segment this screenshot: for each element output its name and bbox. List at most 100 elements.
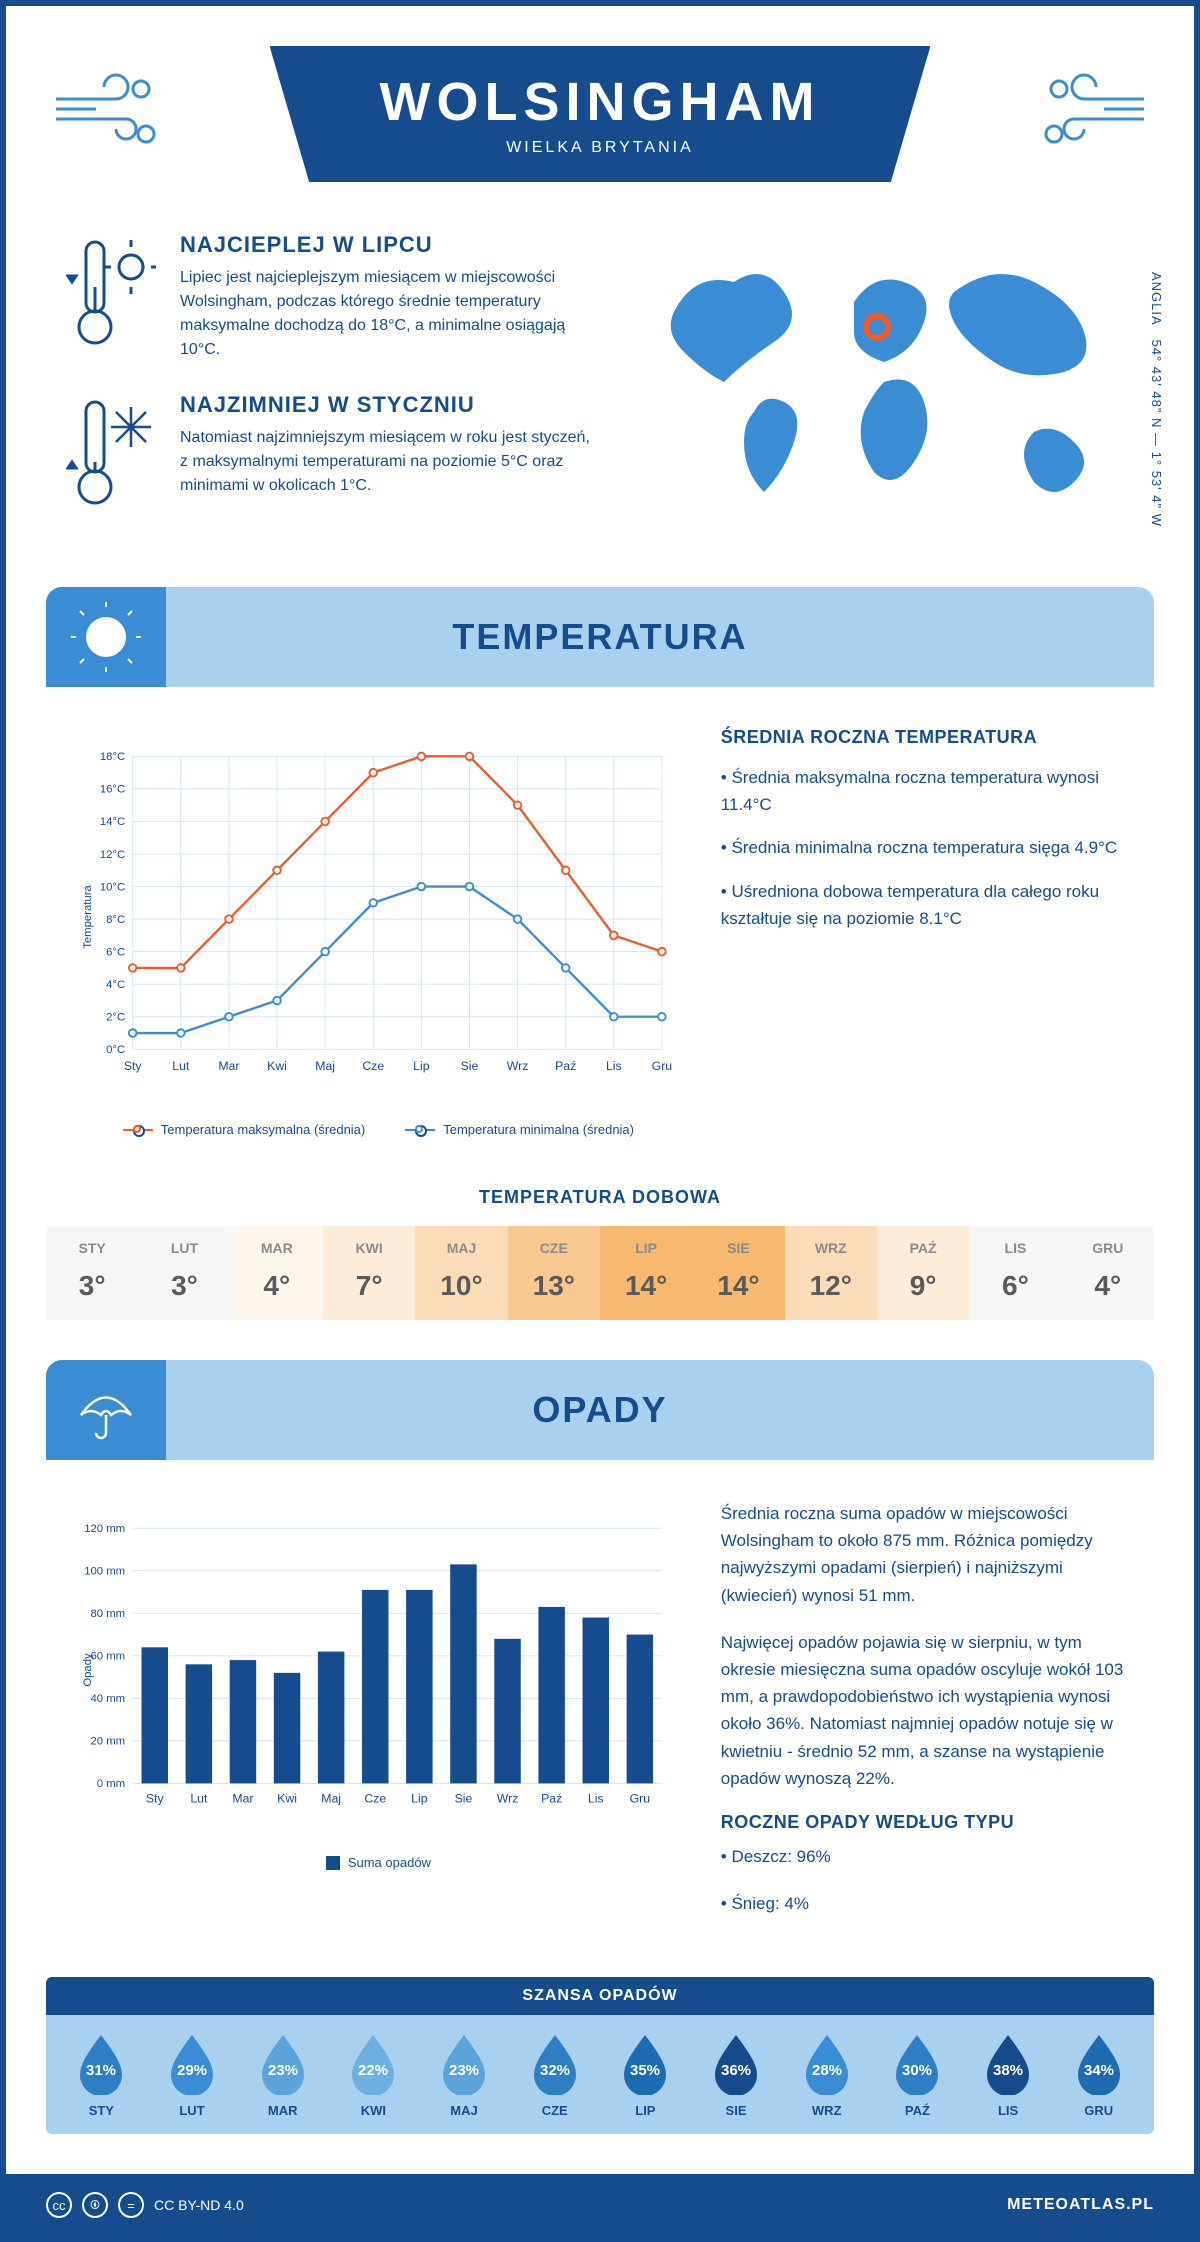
daily-cell: STY3° — [46, 1226, 138, 1320]
svg-text:Opady: Opady — [82, 1653, 94, 1687]
chance-item: 30% PAŹ — [874, 2031, 961, 2118]
chance-item: 35% LIP — [602, 2031, 689, 2118]
precip-rain: • Deszcz: 96% — [721, 1843, 1124, 1870]
svg-text:29%: 29% — [177, 2062, 207, 2079]
svg-text:Gru: Gru — [652, 1059, 672, 1073]
daily-cell: LUT3° — [138, 1226, 230, 1320]
svg-text:Maj: Maj — [315, 1059, 335, 1073]
svg-text:Wrz: Wrz — [507, 1059, 529, 1073]
header: WOLSINGHAM WIELKA BRYTANIA — [6, 6, 1194, 202]
precipitation-section-header: OPADY — [46, 1360, 1154, 1460]
svg-text:Lut: Lut — [190, 1791, 208, 1805]
svg-text:Lip: Lip — [411, 1791, 428, 1805]
warm-block: NAJCIEPLEJ W LIPCU Lipiec jest najcieple… — [66, 232, 594, 362]
svg-text:Cze: Cze — [362, 1059, 384, 1073]
chance-item: 23% MAJ — [421, 2031, 508, 2118]
svg-text:0°C: 0°C — [106, 1044, 125, 1056]
svg-text:Maj: Maj — [321, 1791, 341, 1805]
daily-cell: WRZ12° — [785, 1226, 877, 1320]
coordinates: ANGLIA 54° 43' 48" N — 1° 53' 4" W — [1149, 272, 1164, 527]
legend-max: Temperatura maksymalna (średnia) — [161, 1122, 365, 1137]
chance-item: 29% LUT — [149, 2031, 236, 2118]
svg-text:Sie: Sie — [461, 1059, 479, 1073]
temperature-summary: ŚREDNIA ROCZNA TEMPERATURA • Średnia mak… — [721, 727, 1124, 1137]
svg-text:Sie: Sie — [455, 1791, 473, 1805]
svg-text:Lut: Lut — [172, 1059, 190, 1073]
chance-item: 23% MAR — [239, 2031, 326, 2118]
thermometer-hot-icon — [66, 232, 156, 352]
temperature-line-chart: 0°C2°C4°C6°C8°C10°C12°C14°C16°C18°CStyLu… — [76, 727, 681, 1137]
precipitation-summary: Średnia roczna suma opadów w miejscowośc… — [721, 1500, 1124, 1937]
temperature-section-header: TEMPERATURA — [46, 587, 1154, 687]
svg-text:80 mm: 80 mm — [91, 1608, 126, 1620]
svg-text:6°C: 6°C — [106, 946, 125, 958]
svg-text:12°C: 12°C — [100, 849, 125, 861]
svg-text:36%: 36% — [721, 2062, 751, 2079]
precipitation-bar-chart: 0 mm20 mm40 mm60 mm80 mm100 mm120 mmStyL… — [76, 1500, 681, 1937]
svg-text:20 mm: 20 mm — [91, 1736, 126, 1748]
by-icon: 🅯 — [82, 2192, 108, 2218]
svg-text:Lis: Lis — [606, 1059, 622, 1073]
svg-text:14°C: 14°C — [100, 816, 125, 828]
svg-text:100 mm: 100 mm — [84, 1566, 125, 1578]
svg-text:Wrz: Wrz — [497, 1791, 519, 1805]
chance-item: 31% STY — [58, 2031, 145, 2118]
cold-text: Natomiast najzimniejszym miesiącem w rok… — [180, 426, 594, 498]
svg-text:22%: 22% — [358, 2062, 388, 2079]
daily-cell: SIE14° — [692, 1226, 784, 1320]
svg-text:10°C: 10°C — [100, 881, 125, 893]
sun-icon — [71, 602, 141, 672]
chance-item: 34% GRU — [1055, 2031, 1142, 2118]
title-banner: WOLSINGHAM WIELKA BRYTANIA — [270, 46, 931, 182]
svg-text:Sty: Sty — [124, 1059, 143, 1073]
svg-text:28%: 28% — [812, 2062, 842, 2079]
svg-text:Mar: Mar — [218, 1059, 239, 1073]
daily-temp-table: STY3°LUT3°MAR4°KWI7°MAJ10°CZE13°LIP14°SI… — [46, 1226, 1154, 1320]
country-subtitle: WIELKA BRYTANIA — [380, 139, 821, 157]
chance-item: 22% KWI — [330, 2031, 417, 2118]
svg-text:23%: 23% — [268, 2062, 298, 2079]
chance-item: 32% CZE — [511, 2031, 598, 2118]
svg-text:35%: 35% — [630, 2062, 660, 2079]
precip-snow: • Śnieg: 4% — [721, 1890, 1124, 1917]
city-title: WOLSINGHAM — [380, 71, 821, 133]
svg-text:40 mm: 40 mm — [91, 1693, 126, 1705]
svg-text:Kwi: Kwi — [277, 1791, 297, 1805]
warm-text: Lipiec jest najcieplejszym miesiącem w m… — [180, 266, 594, 362]
precipitation-title: OPADY — [532, 1389, 667, 1431]
umbrella-icon — [71, 1375, 141, 1445]
info-top: NAJCIEPLEJ W LIPCU Lipiec jest najcieple… — [6, 202, 1194, 567]
svg-text:4°C: 4°C — [106, 979, 125, 991]
daily-cell: MAR4° — [231, 1226, 323, 1320]
svg-text:Paź: Paź — [541, 1791, 562, 1805]
license: cc 🅯 = CC BY-ND 4.0 — [46, 2192, 244, 2218]
svg-text:31%: 31% — [86, 2062, 116, 2079]
cc-icon: cc — [46, 2192, 72, 2218]
svg-text:23%: 23% — [449, 2062, 479, 2079]
avg-temp-p3: • Uśredniona dobowa temperatura dla całe… — [721, 878, 1124, 932]
svg-text:34%: 34% — [1084, 2062, 1114, 2079]
footer: cc 🅯 = CC BY-ND 4.0 METEOATLAS.PL — [6, 2174, 1194, 2236]
cold-title: NAJZIMNIEJ W STYCZNIU — [180, 392, 594, 418]
nd-icon: = — [118, 2192, 144, 2218]
daily-cell: LIP14° — [600, 1226, 692, 1320]
daily-cell: LIS6° — [969, 1226, 1061, 1320]
warm-title: NAJCIEPLEJ W LIPCU — [180, 232, 594, 258]
site-name: METEOATLAS.PL — [1007, 2196, 1154, 2214]
svg-text:32%: 32% — [540, 2062, 570, 2079]
daily-cell: GRU4° — [1062, 1226, 1154, 1320]
daily-cell: CZE13° — [508, 1226, 600, 1320]
wind-icon-left — [46, 69, 166, 159]
svg-text:Kwi: Kwi — [267, 1059, 287, 1073]
svg-text:0 mm: 0 mm — [97, 1778, 125, 1790]
svg-text:Lip: Lip — [413, 1059, 430, 1073]
svg-text:Mar: Mar — [232, 1791, 253, 1805]
chance-title: SZANSA OPADÓW — [46, 1977, 1154, 2015]
precip-type-title: ROCZNE OPADY WEDŁUG TYPU — [721, 1812, 1124, 1833]
cold-block: NAJZIMNIEJ W STYCZNIU Natomiast najzimni… — [66, 392, 594, 512]
svg-text:Cze: Cze — [364, 1791, 386, 1805]
daily-cell: PAŹ9° — [877, 1226, 969, 1320]
chance-item: 36% SIE — [693, 2031, 780, 2118]
svg-text:Paź: Paź — [555, 1059, 576, 1073]
svg-text:Lis: Lis — [588, 1791, 604, 1805]
